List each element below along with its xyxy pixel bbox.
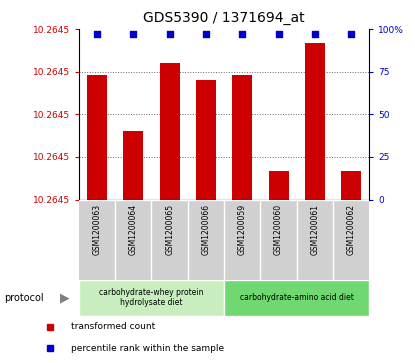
Text: GSM1200065: GSM1200065 bbox=[165, 204, 174, 255]
Point bbox=[312, 31, 318, 37]
Text: GSM1200061: GSM1200061 bbox=[310, 204, 320, 254]
Point bbox=[130, 31, 137, 37]
Bar bbox=[269, 171, 288, 200]
Bar bbox=[305, 43, 325, 200]
Text: ▶: ▶ bbox=[59, 291, 69, 304]
Bar bbox=[87, 74, 107, 200]
Text: GSM1200063: GSM1200063 bbox=[93, 204, 102, 255]
Text: carbohydrate-amino acid diet: carbohydrate-amino acid diet bbox=[240, 293, 354, 302]
Text: carbohydrate-whey protein
hydrolysate diet: carbohydrate-whey protein hydrolysate di… bbox=[99, 288, 204, 307]
Text: GSM1200064: GSM1200064 bbox=[129, 204, 138, 255]
Text: GSM1200066: GSM1200066 bbox=[201, 204, 210, 255]
Title: GDS5390 / 1371694_at: GDS5390 / 1371694_at bbox=[143, 11, 305, 25]
Text: GSM1200060: GSM1200060 bbox=[274, 204, 283, 255]
Text: GSM1200059: GSM1200059 bbox=[238, 204, 247, 255]
Text: protocol: protocol bbox=[4, 293, 44, 303]
Text: percentile rank within the sample: percentile rank within the sample bbox=[71, 344, 224, 353]
Text: GSM1200062: GSM1200062 bbox=[347, 204, 356, 254]
Bar bbox=[196, 80, 216, 200]
Bar bbox=[341, 171, 361, 200]
Text: transformed count: transformed count bbox=[71, 322, 155, 331]
Point bbox=[203, 31, 209, 37]
Bar bbox=[123, 131, 143, 200]
Point bbox=[348, 31, 354, 37]
Bar bbox=[224, 280, 369, 316]
Point bbox=[239, 31, 246, 37]
Bar bbox=[232, 74, 252, 200]
Point bbox=[94, 31, 100, 37]
Bar bbox=[160, 63, 180, 200]
Bar bbox=[79, 280, 224, 316]
Point bbox=[275, 31, 282, 37]
Point bbox=[166, 31, 173, 37]
